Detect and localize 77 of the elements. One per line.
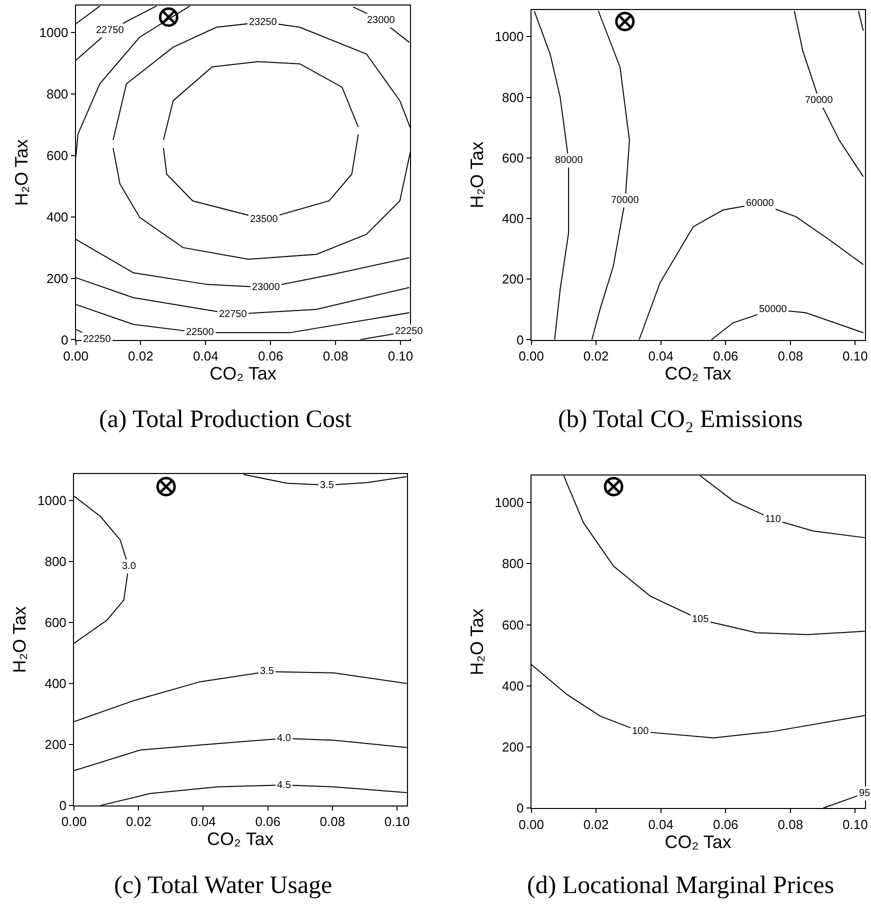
y-tick-label: 400 bbox=[44, 676, 66, 692]
x-tick-label: 0.10 bbox=[842, 816, 868, 832]
x-tick-label: 0.02 bbox=[126, 814, 152, 830]
y-tick-label: 0 bbox=[516, 800, 524, 816]
series-label: 3.5 bbox=[260, 666, 274, 677]
y-tick-label: 800 bbox=[502, 556, 524, 572]
x-axis-title: CO₂ Tax bbox=[210, 363, 276, 384]
y-tick-label: 600 bbox=[46, 148, 68, 163]
series-label: 4.0 bbox=[277, 733, 292, 744]
y-axis-title: H₂O Tax bbox=[466, 608, 487, 676]
y-tick-label: 400 bbox=[46, 209, 68, 224]
series-label: 100 bbox=[632, 726, 650, 737]
x-tick-label: 0.04 bbox=[190, 814, 216, 830]
series-label: 70000 bbox=[611, 195, 640, 206]
y-tick-label: 0 bbox=[516, 332, 524, 348]
x-tick-label: 0.06 bbox=[255, 814, 281, 830]
y-tick-label: 200 bbox=[44, 737, 66, 752]
x-tick-label: 0.08 bbox=[322, 348, 348, 364]
series-label: 95 bbox=[859, 788, 871, 799]
y-tick-label: 0 bbox=[59, 798, 66, 813]
x-tick-label: 0.08 bbox=[778, 348, 804, 364]
x-axis-title: CO₂ Tax bbox=[664, 363, 732, 384]
text: (a) Total Production Cost bbox=[99, 406, 352, 433]
x-tick-label: 0.04 bbox=[648, 348, 674, 364]
x-tick-label: 0.02 bbox=[128, 348, 154, 364]
series-label: 22250 bbox=[395, 326, 424, 337]
series-label: 22750 bbox=[219, 309, 248, 320]
series-label: 22750 bbox=[96, 25, 124, 36]
y-tick-label: 600 bbox=[44, 615, 66, 630]
series-label: 4.5 bbox=[277, 780, 292, 791]
y-tick-label: 400 bbox=[502, 211, 524, 226]
x-axis-title: CO₂ Tax bbox=[664, 832, 732, 852]
y-axis-title: H₂O Tax bbox=[466, 142, 487, 208]
x-tick-label: 0.00 bbox=[61, 814, 87, 830]
y-axis-title: H₂O Tax bbox=[10, 606, 30, 673]
series-label: 23000 bbox=[252, 282, 280, 293]
x-axis-title: CO₂ Tax bbox=[207, 829, 274, 850]
y-axis-title: H₂O Tax bbox=[11, 139, 32, 206]
y-tick-label: 200 bbox=[502, 740, 524, 755]
y-tick-label: 600 bbox=[502, 617, 524, 632]
x-tick-label: 0.00 bbox=[63, 348, 88, 364]
x-tick-label: 0.10 bbox=[842, 348, 868, 364]
x-tick-label: 0.02 bbox=[583, 816, 609, 832]
y-tick-label: 1000 bbox=[494, 29, 524, 44]
x-tick-label: 0.02 bbox=[583, 348, 609, 364]
series-label: 22500 bbox=[186, 327, 214, 338]
x-tick-label: 0.10 bbox=[384, 814, 410, 830]
series-label: 23000 bbox=[367, 15, 396, 26]
x-tick-label: 0.08 bbox=[778, 816, 804, 832]
y-tick-label: 800 bbox=[44, 554, 66, 570]
x-tick-label: 0.04 bbox=[193, 348, 218, 364]
y-tick-label: 0 bbox=[60, 332, 68, 348]
text: (b) Total CO₂ Emissions bbox=[558, 406, 803, 433]
x-tick-label: 0.06 bbox=[712, 816, 738, 832]
series-label: 3.5 bbox=[320, 480, 334, 491]
y-tick-label: 1000 bbox=[494, 495, 524, 510]
y-tick-label: 200 bbox=[46, 270, 68, 286]
series-label: 80000 bbox=[555, 155, 584, 166]
series-label: 70000 bbox=[805, 95, 834, 106]
series-label: 110 bbox=[765, 514, 782, 525]
x-tick-label: 0.00 bbox=[518, 348, 544, 364]
y-tick-label: 200 bbox=[502, 272, 524, 287]
text: (c) Total Water Usage bbox=[114, 872, 332, 899]
x-tick-label: 0.06 bbox=[712, 348, 738, 364]
x-tick-label: 0.06 bbox=[258, 348, 284, 364]
y-tick-label: 600 bbox=[502, 150, 524, 166]
y-tick-label: 1000 bbox=[38, 493, 66, 508]
y-tick-label: 800 bbox=[502, 90, 524, 105]
x-tick-label: 0.08 bbox=[320, 814, 346, 830]
y-tick-label: 400 bbox=[502, 678, 524, 694]
x-tick-label: 0.00 bbox=[518, 816, 544, 832]
x-tick-label: 0.10 bbox=[388, 348, 414, 364]
series-label: 3.0 bbox=[122, 561, 136, 572]
text: (d) Locational Marginal Prices bbox=[527, 872, 834, 899]
y-tick-label: 800 bbox=[46, 86, 68, 102]
y-tick-label: 1000 bbox=[39, 25, 68, 40]
x-tick-label: 0.04 bbox=[648, 816, 674, 832]
